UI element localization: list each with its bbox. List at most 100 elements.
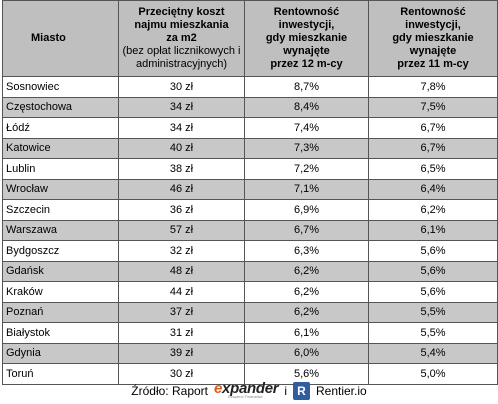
header-cost-note: administracyjnych): [135, 58, 228, 70]
table-row: Szczecin 36 zł 6,9% 6,2%: [2, 199, 498, 221]
cell-yield-12: 6,0%: [244, 342, 369, 364]
header-yield-12-line: inwestycji,: [278, 19, 335, 31]
cell-cost: 30 zł: [118, 76, 245, 98]
header-city: Miasto: [2, 0, 119, 77]
cell-city: Gdańsk: [2, 260, 119, 282]
cell-yield-12: 7,4%: [244, 117, 369, 139]
cell-cost: 34 zł: [118, 117, 245, 139]
cell-cost: 39 zł: [118, 342, 245, 364]
cell-yield-12: 6,2%: [244, 260, 369, 282]
cell-yield-12: 7,3%: [244, 137, 369, 159]
header-row: Miasto Przeciętny koszt najmu mieszkania…: [2, 0, 498, 77]
table-row: Sosnowiec 30 zł 8,7% 7,8%: [2, 76, 498, 98]
rentier-logo-icon: R: [292, 382, 310, 400]
header-yield-11: Rentowność inwestycji, gdy mieszkanie wy…: [368, 0, 498, 77]
cell-yield-12: 8,7%: [244, 76, 369, 98]
table-row: Warszawa 57 zł 6,7% 6,1%: [2, 219, 498, 241]
cell-yield-12: 7,2%: [244, 158, 369, 180]
cell-cost: 34 zł: [118, 96, 245, 118]
table-row: Katowice 40 zł 7,3% 6,7%: [2, 137, 498, 159]
cell-city: Sosnowiec: [2, 76, 119, 98]
cell-yield-12: 6,3%: [244, 240, 369, 262]
expander-rest: xpander: [222, 380, 279, 397]
cell-city: Kraków: [2, 281, 119, 303]
cell-yield-11: 7,5%: [368, 96, 498, 118]
header-cost-line: najmu mieszkania: [134, 19, 229, 31]
source-line: Źródło: Raport expander Eksperci Finanso…: [0, 379, 498, 403]
cell-cost: 46 zł: [118, 178, 245, 200]
header-cost: Przeciętny koszt najmu mieszkania za m2 …: [118, 0, 245, 77]
cell-yield-11: 5,5%: [368, 301, 498, 323]
table-row: Lublin 38 zł 7,2% 6,5%: [2, 158, 498, 180]
cell-yield-12: 6,1%: [244, 322, 369, 344]
cell-city: Częstochowa: [2, 96, 119, 118]
header-cost-line: za m2: [166, 32, 197, 44]
table-row: Gdynia 39 zł 6,0% 5,4%: [2, 342, 498, 364]
header-yield-12-line: wynajęte: [283, 45, 330, 57]
cell-yield-11: 6,1%: [368, 219, 498, 241]
table-row: Białystok 31 zł 6,1% 5,5%: [2, 322, 498, 344]
cell-city: Szczecin: [2, 199, 119, 221]
expander-prefix: e: [214, 380, 223, 397]
cell-cost: 31 zł: [118, 322, 245, 344]
cell-city: Bydgoszcz: [2, 240, 119, 262]
cell-yield-12: 6,2%: [244, 301, 369, 323]
cell-yield-12: 6,7%: [244, 219, 369, 241]
table-row: Poznań 37 zł 6,2% 5,5%: [2, 301, 498, 323]
rent-table: Miasto Przeciętny koszt najmu mieszkania…: [2, 0, 498, 385]
cell-cost: 37 zł: [118, 301, 245, 323]
cell-yield-11: 6,4%: [368, 178, 498, 200]
table-row: Częstochowa 34 zł 8,4% 7,5%: [2, 96, 498, 118]
cell-city: Toruń: [2, 363, 119, 385]
cell-yield-12: 8,4%: [244, 96, 369, 118]
cell-city: Katowice: [2, 137, 119, 159]
table-row: Łódź 34 zł 7,4% 6,7%: [2, 117, 498, 139]
cell-yield-11: 6,7%: [368, 137, 498, 159]
header-yield-12-line: gdy mieszkanie: [265, 32, 348, 44]
cell-yield-11: 6,2%: [368, 199, 498, 221]
table-row: Gdańsk 48 zł 6,2% 5,6%: [2, 260, 498, 282]
table-row: Kraków 44 zł 6,2% 5,6%: [2, 281, 498, 303]
expander-tagline: Eksperci Finansowi: [228, 394, 263, 399]
header-yield-12-line: Rentowność: [273, 6, 340, 18]
cell-cost: 38 zł: [118, 158, 245, 180]
cell-yield-11: 5,4%: [368, 342, 498, 364]
cell-yield-11: 5,6%: [368, 240, 498, 262]
source-conjunction: i: [284, 384, 287, 398]
cell-yield-11: 5,6%: [368, 260, 498, 282]
table-row: Bydgoszcz 32 zł 6,3% 5,6%: [2, 240, 498, 262]
cell-yield-11: 5,6%: [368, 281, 498, 303]
cell-city: Gdynia: [2, 342, 119, 364]
header-yield-11-line: wynajęte: [409, 45, 457, 57]
cell-yield-12: 6,2%: [244, 281, 369, 303]
expander-wordmark: expander: [214, 380, 279, 397]
header-yield-11-line: gdy mieszkanie: [392, 32, 474, 44]
cell-yield-12: 6,9%: [244, 199, 369, 221]
header-yield-11-line: przez 11 m-cy: [397, 58, 469, 70]
cell-cost: 57 zł: [118, 219, 245, 241]
cell-yield-11: 6,7%: [368, 117, 498, 139]
table-body: Sosnowiec 30 zł 8,7% 7,8% Częstochowa 34 zł 8…: [2, 76, 498, 385]
cell-yield-11: 5,5%: [368, 322, 498, 344]
cell-yield-11: 7,8%: [368, 76, 498, 98]
cell-city: Białystok: [2, 322, 119, 344]
header-yield-12: Rentowność inwestycji, gdy mieszkanie wy…: [244, 0, 369, 77]
cell-city: Wrocław: [2, 178, 119, 200]
cell-cost: 40 zł: [118, 137, 245, 159]
cell-cost: 36 zł: [118, 199, 245, 221]
header-yield-11-line: Rentowność: [400, 6, 466, 18]
cell-cost: 44 zł: [118, 281, 245, 303]
cell-city: Warszawa: [2, 219, 119, 241]
cell-yield-11: 6,5%: [368, 158, 498, 180]
cell-city: Łódź: [2, 117, 119, 139]
header-cost-line: Przeciętny koszt: [138, 6, 225, 18]
rentier-logo-name: Rentier.io: [315, 384, 367, 398]
cell-cost: 32 zł: [118, 240, 245, 262]
header-cost-note: (bez opłat licznikowych i: [122, 45, 241, 57]
cell-yield-12: 7,1%: [244, 178, 369, 200]
cell-city: Lublin: [2, 158, 119, 180]
header-yield-12-line: przez 12 m-cy: [270, 58, 343, 70]
cell-cost: 48 zł: [118, 260, 245, 282]
expander-logo: expander Eksperci Finansowi: [214, 380, 279, 399]
